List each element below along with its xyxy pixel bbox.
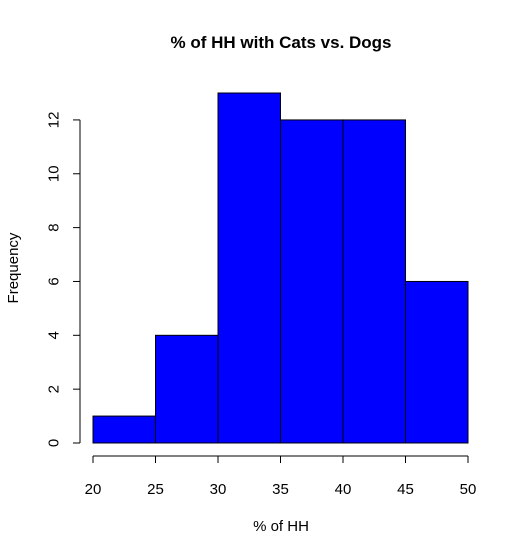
- histogram-bar-2: [217, 92, 281, 444]
- x-tick-label-0: 20: [85, 481, 102, 498]
- x-tick-label-5: 45: [397, 481, 414, 498]
- histogram-bar-5: [405, 280, 469, 444]
- histogram-bar-4: [342, 119, 406, 444]
- histogram-bar-0: [92, 415, 156, 444]
- y-axis: 0 2 4 6 8 10 12: [46, 112, 81, 447]
- y-tick-label-1: 2: [46, 385, 63, 393]
- x-axis-label: % of HH: [253, 518, 309, 535]
- y-tick-label-6: 12: [46, 112, 63, 129]
- x-tick-label-6: 50: [460, 481, 477, 498]
- x-tick-label-4: 40: [335, 481, 352, 498]
- y-tick-label-2: 4: [46, 331, 63, 339]
- x-tick-label-2: 30: [210, 481, 227, 498]
- x-axis: 20 25 30 35 40 45 50: [85, 455, 477, 498]
- x-tick-label-1: 25: [147, 481, 164, 498]
- y-tick-label-5: 10: [46, 165, 63, 182]
- y-axis-label: Frequency: [5, 232, 22, 303]
- histogram-bar-3: [280, 119, 344, 444]
- y-tick-label-3: 6: [46, 277, 63, 285]
- histogram-bar-1: [155, 334, 219, 444]
- x-tick-label-3: 35: [272, 481, 289, 498]
- y-tick-label-0: 0: [46, 439, 63, 447]
- chart-title: % of HH with Cats vs. Dogs: [170, 33, 391, 52]
- y-tick-label-4: 8: [46, 223, 63, 231]
- bars-group: [92, 92, 469, 444]
